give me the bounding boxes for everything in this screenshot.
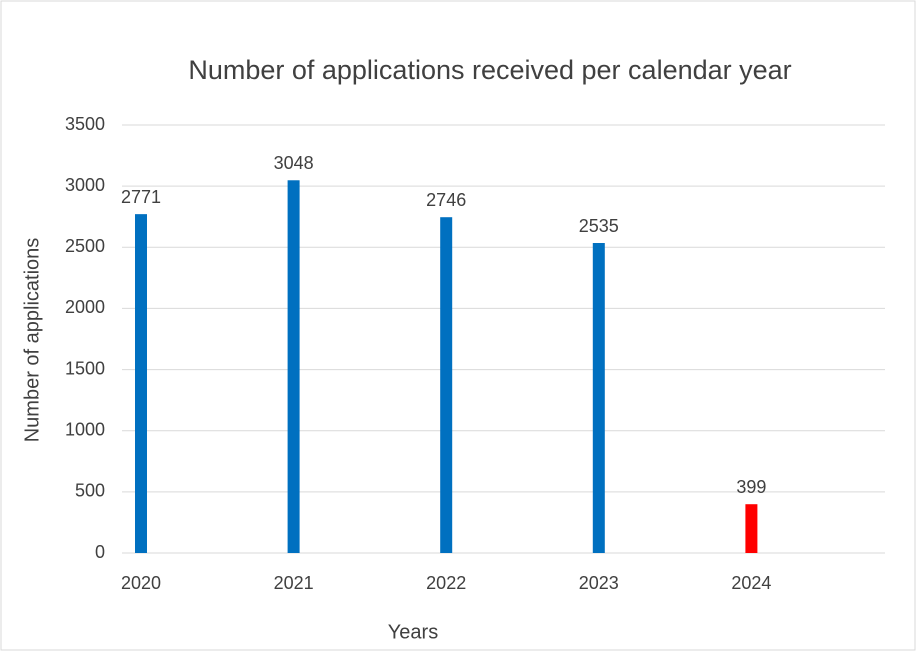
x-tick-label: 2020	[121, 573, 161, 593]
data-label: 3048	[274, 153, 314, 173]
y-tick-label: 2500	[65, 236, 105, 256]
x-tick-label: 2022	[426, 573, 466, 593]
y-tick-label: 3000	[65, 175, 105, 195]
x-tick-label: 2021	[274, 573, 314, 593]
y-tick-label: 0	[95, 542, 105, 562]
x-tick-label: 2024	[731, 573, 771, 593]
bar	[745, 504, 758, 553]
y-tick-label: 500	[75, 481, 105, 501]
data-label: 2535	[579, 216, 619, 236]
chart-title: Number of applications received per cale…	[188, 55, 791, 85]
bar	[287, 180, 300, 554]
y-axis-title: Number of applications	[21, 238, 43, 443]
data-label: 2746	[426, 190, 466, 210]
y-tick-label: 2000	[65, 297, 105, 317]
y-tick-label: 1000	[65, 419, 105, 439]
bar	[592, 243, 605, 553]
x-tick-label: 2023	[579, 573, 619, 593]
bar	[135, 214, 147, 553]
data-label: 2771	[121, 187, 161, 207]
data-label: 399	[736, 477, 766, 497]
bar	[440, 217, 453, 553]
y-tick-label: 1500	[65, 358, 105, 378]
y-tick-label: 3500	[65, 114, 105, 134]
x-axis-title: Years	[388, 621, 438, 643]
